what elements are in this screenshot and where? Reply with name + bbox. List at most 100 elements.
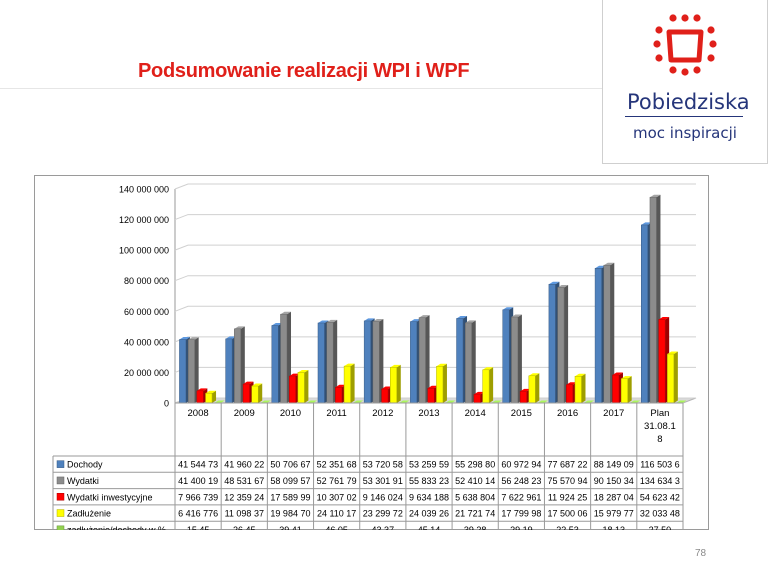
table-cell: 26,45 <box>233 525 256 530</box>
bar-3-5 <box>436 363 447 404</box>
y-tick-label: 140 000 000 <box>119 185 169 195</box>
bar-1-6 <box>464 320 476 404</box>
table-cell: 7 622 961 <box>501 492 541 502</box>
table-cell: 60 972 94 <box>501 460 541 470</box>
category-label: 2008 <box>188 408 209 419</box>
table-cell: 41 544 73 <box>178 460 218 470</box>
table-cell: 52 761 79 <box>317 476 357 486</box>
gridline <box>174 275 696 282</box>
category-label: 2016 <box>557 408 578 419</box>
title-divider <box>0 88 602 89</box>
table-cell: 56 248 23 <box>501 476 541 486</box>
table-cell: 29,19 <box>510 525 533 530</box>
bar-1-4 <box>372 319 384 404</box>
table-cell: 39,41 <box>279 525 302 530</box>
bar-3-7 <box>528 373 540 404</box>
logo: Pobiedziska moc inspiracji <box>602 0 768 164</box>
bar-3-6 <box>482 367 494 404</box>
category-label: 2017 <box>603 408 624 419</box>
bar-3-10 <box>667 351 678 404</box>
y-tick-label: 120 000 000 <box>119 215 169 225</box>
y-tick-label: 20 000 000 <box>124 368 169 378</box>
data-table: 2008 2009 2010 2011 2012 2013 2014 2015 2016 2017… <box>52 402 684 530</box>
legend-key <box>56 525 65 530</box>
logo-underline <box>625 116 743 117</box>
table-cell: 5 638 804 <box>455 492 495 502</box>
table-cell: 116 503 6 <box>640 460 679 470</box>
table-cell: 90 150 34 <box>594 476 634 486</box>
bar-3-1 <box>251 383 263 404</box>
table-cell: 75 570 94 <box>548 476 588 486</box>
table-cell: 10 307 02 <box>317 492 357 502</box>
table-cell: 7 966 739 <box>178 492 218 502</box>
table-cell: 32 033 48 <box>640 509 680 519</box>
bar-3-9 <box>620 376 632 404</box>
table-cell: 17 799 98 <box>501 509 541 519</box>
series-label: Wydatki <box>67 476 99 486</box>
y-tick-label: 40 000 000 <box>124 337 169 347</box>
table-cell: 18,13 <box>602 525 625 530</box>
category-label: 2012 <box>372 408 393 419</box>
table-cell: 55 298 80 <box>455 460 495 470</box>
category-label: 2011 <box>326 408 346 419</box>
table-cell: 45,14 <box>418 525 441 530</box>
table-cell: 21 721 74 <box>455 509 495 519</box>
bar-1-7 <box>511 314 522 404</box>
table-cell: 6 416 776 <box>178 509 218 519</box>
category-label: Plan <box>650 408 669 419</box>
table-cell: 22,53 <box>556 525 579 530</box>
category-label: 2010 <box>280 408 301 419</box>
table-cell: 55 833 23 <box>409 476 449 486</box>
bar-3-2 <box>297 369 309 404</box>
table-cell: 52 351 68 <box>317 460 357 470</box>
legend-key <box>56 493 65 501</box>
table-cell: 77 687 22 <box>548 460 588 470</box>
bar-3-8 <box>574 373 586 404</box>
table-cell: 48 531 67 <box>224 476 264 486</box>
y-tick-label: 60 000 000 <box>124 307 169 317</box>
table-cell: 58 099 57 <box>270 476 310 486</box>
y-tick-label: 0 <box>164 399 169 409</box>
gridline <box>174 244 696 251</box>
legend-key <box>56 476 65 485</box>
gridline <box>174 366 696 373</box>
series-label: zadłużenie/dochody w % <box>67 525 166 530</box>
table-cell: 50 706 67 <box>270 460 310 470</box>
table-cell: 15 979 77 <box>594 509 634 519</box>
bar-3-4 <box>390 364 401 404</box>
table-cell: 23 299 72 <box>363 509 403 519</box>
table-cell: 17 500 06 <box>548 509 588 519</box>
table-cell: 53 720 58 <box>363 460 403 470</box>
pobiedziska-logo-icon <box>653 14 717 76</box>
table-cell: 134 634 3 <box>640 476 680 486</box>
category-label: 2014 <box>465 408 486 419</box>
series-label: Wydatki inwestycyjne <box>67 492 152 502</box>
gridline <box>174 305 696 312</box>
table-cell: 46,05 <box>325 525 348 530</box>
gridline <box>174 183 696 190</box>
bar-1-8 <box>557 284 569 404</box>
table-cell: 41 960 22 <box>224 460 264 470</box>
bar-3-0 <box>205 390 217 404</box>
category-label: 2015 <box>511 408 532 419</box>
table-cell: 15,45 <box>187 525 210 530</box>
table-cell: 43,37 <box>372 525 395 530</box>
legend-key <box>56 509 65 517</box>
table-cell: 53 259 59 <box>409 460 449 470</box>
legend-key <box>56 460 65 468</box>
gridlines: 0 20 000 000 40 000 000 60 000 000 80 000 00… <box>119 183 696 409</box>
y-tick-label: 80 000 000 <box>124 276 169 286</box>
category-label: 2013 <box>418 408 439 419</box>
table-cell: 19 984 70 <box>270 509 310 519</box>
chart: 0 20 000 000 40 000 000 60 000 000 80 000 00… <box>52 183 697 530</box>
table-cell: 27,50 <box>649 525 672 530</box>
plot-area <box>174 189 697 404</box>
table-cell: 52 410 14 <box>455 476 495 486</box>
table-cell: 9 634 188 <box>409 492 449 502</box>
bars <box>179 194 687 404</box>
bar-1-0 <box>187 337 199 404</box>
table-cell: 54 623 42 <box>640 492 680 502</box>
table-cell: 17 589 99 <box>270 492 310 502</box>
table-cell: 88 149 09 <box>594 460 634 470</box>
table-cell: 39,28 <box>464 525 487 530</box>
